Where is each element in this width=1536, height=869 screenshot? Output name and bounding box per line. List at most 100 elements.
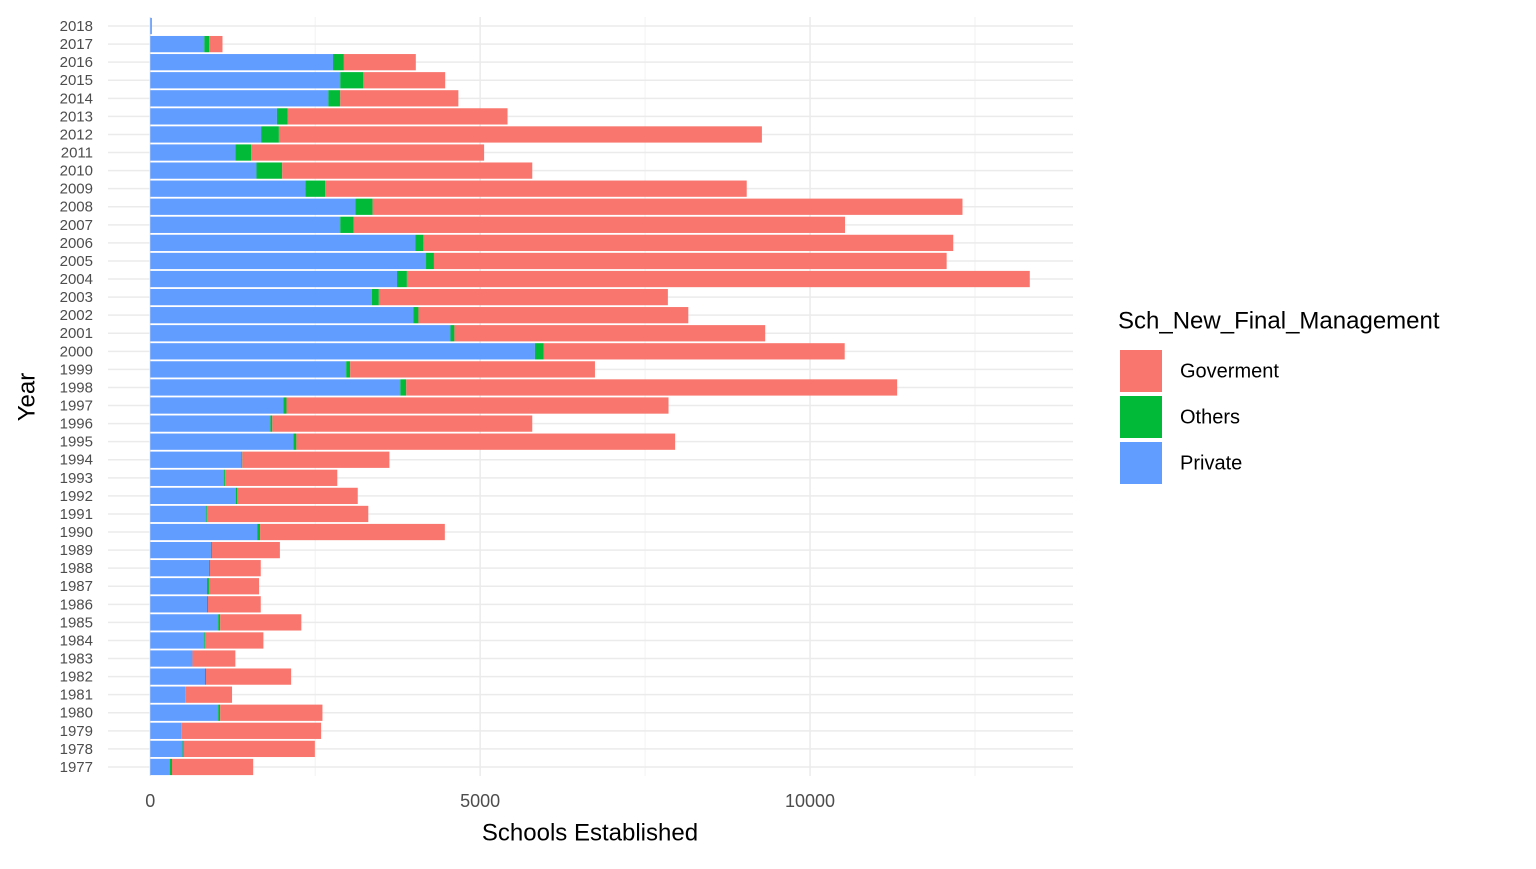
bar-segment	[293, 433, 297, 450]
bar-segment	[276, 108, 288, 125]
y-tick-label: 2018	[60, 18, 93, 35]
bar-segment	[150, 270, 398, 288]
bar-segment	[260, 523, 445, 541]
bar-segment	[207, 505, 369, 523]
y-tick-label: 1995	[60, 434, 93, 451]
bar-segment	[400, 379, 407, 396]
bar-segment	[372, 198, 963, 215]
bar-segment	[150, 505, 207, 523]
bar-segment	[340, 72, 364, 89]
bar-segment	[205, 668, 292, 685]
y-tick-label: 1982	[60, 669, 93, 686]
bar-segment	[340, 90, 459, 107]
bar-segment	[543, 343, 845, 360]
legend-key	[1120, 442, 1162, 484]
y-tick-label: 1981	[60, 687, 93, 704]
bar-segment	[150, 433, 294, 450]
bar-segment	[150, 668, 205, 685]
bar-segment	[225, 469, 338, 486]
bar-segment	[397, 270, 407, 288]
bar-segment	[204, 35, 210, 53]
bar-segment	[261, 126, 279, 143]
bar-segment	[150, 325, 451, 342]
bar-segment	[192, 650, 236, 667]
bar-segment	[206, 505, 208, 523]
y-tick-label: 1993	[60, 470, 93, 487]
bar-segment	[150, 469, 225, 486]
legend-title: Sch_New_Final_Management	[1118, 307, 1440, 334]
bar-segment	[172, 758, 254, 776]
y-tick-label: 2002	[60, 307, 93, 324]
bar-segment	[150, 397, 284, 414]
y-tick-label: 1999	[60, 361, 93, 378]
bar-segment	[241, 451, 243, 468]
bar-segment	[406, 379, 898, 396]
y-tick-label: 2010	[60, 163, 93, 180]
bar-segment	[150, 523, 258, 541]
bar-segment	[355, 198, 373, 215]
bar-segment	[415, 234, 424, 252]
bar-segment	[150, 108, 277, 125]
bar-segment	[218, 704, 221, 721]
bar-segment	[257, 523, 261, 541]
bar-segment	[270, 415, 273, 432]
bar-segment	[150, 632, 205, 649]
bar-segment	[278, 126, 762, 143]
bar-segment	[378, 288, 668, 306]
bar-segment	[242, 451, 390, 468]
bar-segment	[150, 252, 427, 270]
y-tick-label: 2004	[60, 271, 93, 288]
bar-segment	[236, 487, 358, 505]
bar-segment	[346, 361, 351, 378]
bar-segment	[150, 758, 171, 776]
bar-segment	[220, 704, 323, 721]
y-axis-title: Year	[13, 373, 40, 422]
y-tick-label: 1992	[60, 488, 93, 505]
bar-segment	[170, 758, 173, 776]
y-tick-label: 2011	[61, 145, 93, 162]
bar-segment	[150, 704, 219, 721]
y-tick-label: 2014	[60, 90, 93, 107]
bar-segment	[208, 578, 260, 595]
bar-segment	[282, 162, 533, 179]
bar-segment	[283, 397, 287, 414]
y-tick-label: 1987	[60, 578, 93, 595]
y-tick-label: 1994	[60, 452, 93, 469]
bar-segment	[208, 560, 210, 577]
bar-segment	[150, 578, 207, 595]
bar-segment	[350, 361, 595, 378]
y-tick-label: 2007	[60, 217, 93, 234]
y-tick-label: 1996	[60, 416, 93, 433]
bar-segment	[150, 90, 329, 107]
bar-segment	[450, 325, 455, 342]
bar-segment	[433, 252, 947, 270]
bar-segment	[206, 578, 209, 595]
bar-segment	[150, 686, 186, 703]
bar-segment	[211, 541, 280, 559]
y-tick-label: 2001	[60, 325, 93, 342]
bar-segment	[296, 433, 676, 450]
bar-segment	[150, 162, 257, 179]
bar-segment	[418, 307, 689, 324]
bar-segment	[454, 325, 766, 342]
bar-segment	[343, 54, 416, 71]
bar-segment	[207, 596, 261, 613]
y-tick-label: 2009	[60, 181, 93, 198]
y-tick-label: 1979	[60, 723, 93, 740]
bar-segment	[220, 614, 302, 631]
legend-label: Private	[1180, 452, 1242, 474]
bar-segment	[150, 144, 236, 161]
bar-segment	[150, 234, 416, 252]
bar-segment	[150, 35, 205, 53]
bar-segment	[371, 288, 379, 306]
x-tick-label: 10000	[785, 791, 835, 811]
bar-segment	[150, 126, 262, 143]
bar-segment	[209, 35, 223, 53]
bar-segment	[150, 216, 341, 233]
y-tick-label: 1978	[60, 741, 93, 758]
bar-segment	[340, 216, 354, 233]
y-tick-label: 1985	[60, 614, 93, 631]
y-tick-label: 2000	[60, 343, 93, 360]
bar-segment	[150, 379, 401, 396]
